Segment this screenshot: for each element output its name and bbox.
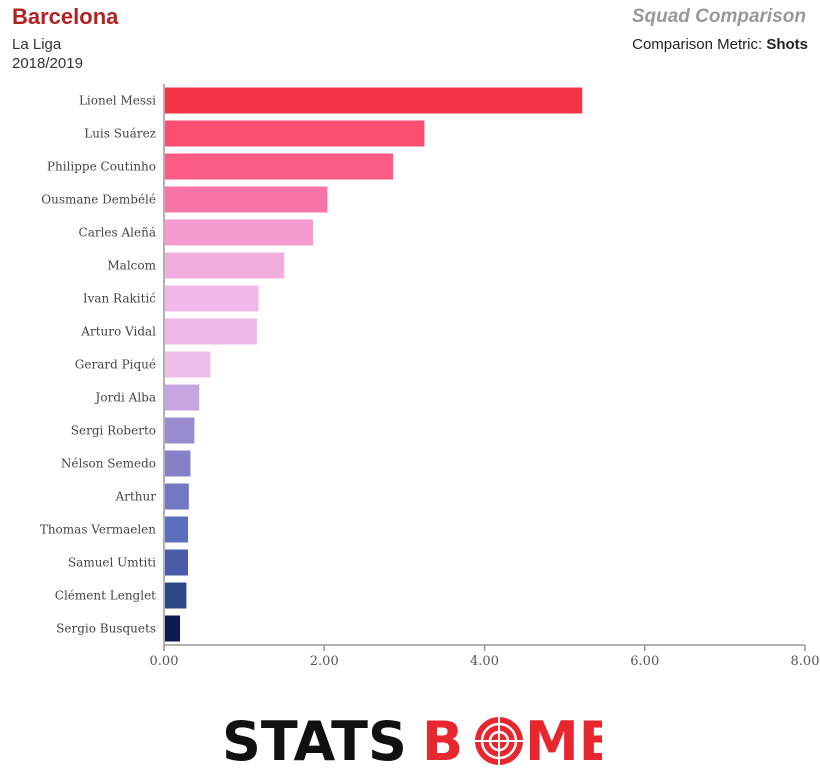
competition: La Liga — [12, 36, 62, 53]
player-label: Carles Aleñá — [79, 226, 156, 240]
chart-title: Squad Comparison — [631, 6, 806, 27]
logo-b-text: B — [422, 710, 463, 772]
player-label: Sergi Roberto — [71, 424, 156, 438]
bar — [165, 450, 191, 477]
player-label: Thomas Vermaelen — [40, 523, 156, 537]
bar — [165, 219, 314, 246]
player-label: Philippe Coutinho — [47, 160, 156, 174]
bar-chart: Lionel Messi Luis Suárez Philippe Coutinho… — [40, 84, 820, 669]
x-tick-label: 0.00 — [150, 654, 179, 669]
bar — [165, 615, 181, 642]
logo-stats-text: STATS — [222, 710, 407, 772]
player-label: Lionel Messi — [79, 94, 156, 108]
bar — [165, 285, 259, 312]
x-tick-label: 2.00 — [310, 654, 339, 669]
bar — [165, 120, 425, 147]
bar — [165, 516, 189, 543]
team-name: Barcelona — [12, 4, 119, 29]
x-tick-label: 8.00 — [791, 654, 820, 669]
player-label: Sergio Busquets — [56, 622, 156, 636]
player-label: Clément Lenglet — [55, 589, 156, 603]
player-label: Samuel Umtiti — [68, 556, 156, 570]
metric-label: Comparison Metric: — [632, 36, 763, 53]
x-tick-label: 4.00 — [470, 654, 499, 669]
player-label: Gerard Piqué — [75, 358, 156, 372]
bar — [165, 549, 189, 576]
bar — [165, 351, 211, 378]
player-label: Jordi Alba — [94, 391, 156, 405]
player-label: Nélson Semedo — [61, 457, 156, 471]
x-tick-label: 6.00 — [630, 654, 659, 669]
bar — [165, 153, 394, 180]
player-label: Ousmane Dembélé — [41, 193, 156, 207]
player-label: Luis Suárez — [84, 127, 156, 141]
bar — [165, 252, 285, 279]
season: 2018/2019 — [12, 55, 83, 72]
bar — [165, 318, 257, 345]
player-label: Arturo Vidal — [80, 325, 156, 339]
statsbomb-logo: STATS B MB — [222, 710, 602, 772]
bar — [165, 417, 195, 444]
bar — [165, 384, 200, 411]
comparison-metric: Comparison Metric: Shots — [632, 36, 808, 53]
metric-value: Shots — [766, 36, 808, 53]
logo-mb-text: MB — [525, 710, 602, 772]
bar — [165, 186, 328, 213]
player-label: Ivan Rakitić — [83, 292, 156, 306]
bar — [165, 87, 583, 114]
player-label: Arthur — [115, 490, 157, 504]
bar — [165, 582, 187, 609]
target-icon — [475, 717, 523, 765]
player-label: Malcom — [107, 259, 156, 273]
bar — [165, 483, 189, 510]
